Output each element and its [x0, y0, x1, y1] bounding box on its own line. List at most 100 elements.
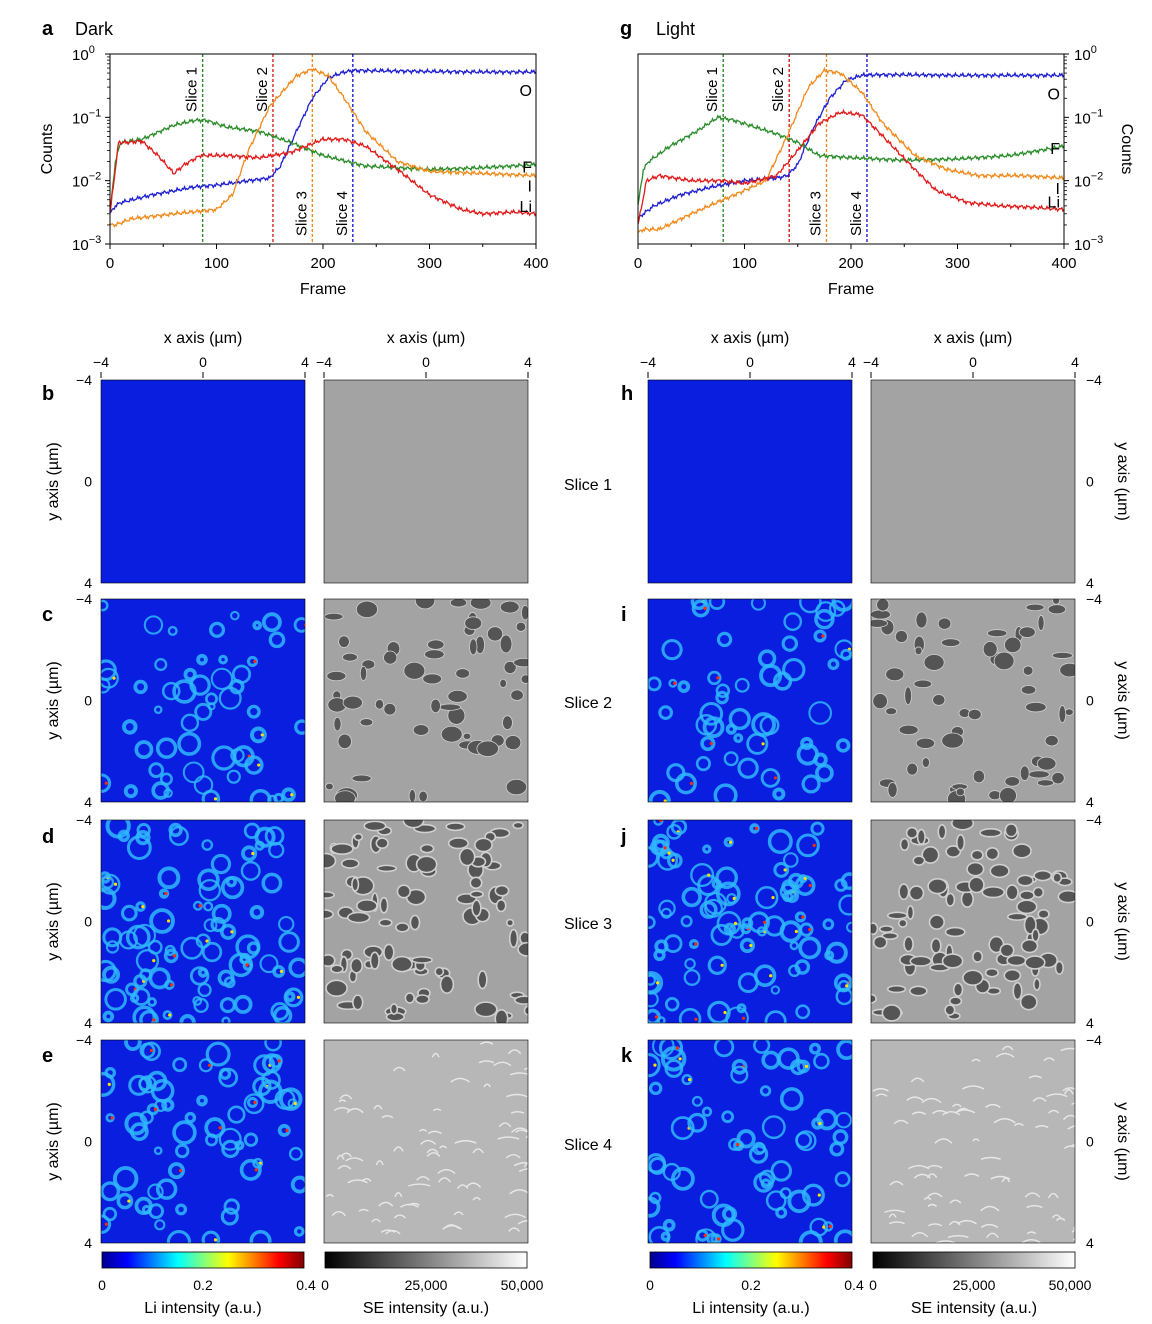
li-feature — [811, 1117, 824, 1130]
se-feature — [462, 732, 472, 740]
li-feature — [741, 917, 754, 930]
se-feature — [426, 1152, 441, 1157]
li-hotspot — [205, 939, 209, 943]
se-feature — [979, 828, 1003, 838]
se-feature — [898, 724, 919, 736]
se-feature — [520, 674, 528, 684]
li-hotspot — [821, 634, 825, 638]
y-tick-label: 10−2 — [1074, 171, 1103, 191]
li-feature — [770, 985, 781, 995]
se-feature — [898, 883, 910, 901]
li-hotspot — [653, 1063, 657, 1067]
li-feature — [252, 1157, 264, 1169]
li-feature — [235, 934, 261, 960]
li-feature — [172, 679, 197, 704]
li-feature — [723, 751, 739, 767]
se-feature — [921, 846, 940, 864]
li-feature — [101, 659, 117, 681]
se-feature — [989, 863, 1010, 879]
li-hotspot — [678, 1057, 682, 1061]
se-feature — [993, 651, 1015, 671]
se-feature — [469, 876, 483, 890]
li-feature — [151, 781, 170, 800]
se-feature — [940, 638, 961, 647]
li-feature — [734, 677, 750, 693]
se-feature — [453, 1211, 464, 1216]
li-feature — [814, 609, 835, 630]
li-feature — [781, 879, 797, 895]
panel-letter-k: k — [621, 1045, 633, 1067]
se-feature — [944, 1004, 956, 1016]
se-feature — [450, 1077, 470, 1083]
li-feature — [136, 822, 151, 838]
y-axis-label: y axis (µm) — [1114, 1102, 1131, 1181]
se-feature — [927, 1192, 943, 1198]
se-feature — [995, 1052, 1015, 1058]
li-feature — [231, 664, 252, 684]
se-feature — [469, 890, 484, 899]
li-hotspot — [178, 1169, 183, 1173]
colorbar-tick: 0.2 — [193, 1277, 213, 1293]
se-feature — [379, 896, 389, 914]
li-feature — [730, 1065, 749, 1084]
se-feature — [1052, 872, 1063, 884]
li-feature — [112, 1166, 139, 1192]
li-feature — [155, 1178, 178, 1200]
li-feature — [648, 915, 656, 930]
se-feature — [934, 1138, 953, 1144]
li-feature — [828, 600, 846, 617]
se-feature — [871, 922, 879, 936]
se-feature — [937, 617, 952, 630]
li-hotspot — [762, 920, 767, 924]
se-feature — [923, 1197, 932, 1201]
li-feature — [824, 950, 835, 961]
x-tick-label: 200 — [310, 255, 335, 272]
li-feature — [696, 1229, 709, 1242]
li-feature — [234, 1140, 245, 1151]
se-feature — [1057, 889, 1075, 904]
se-feature — [517, 1220, 528, 1225]
li-hotspot — [257, 763, 261, 767]
se-feature — [337, 1165, 352, 1170]
se-feature — [474, 1001, 498, 1018]
x-tick-label: 0 — [634, 255, 642, 272]
se-feature — [418, 790, 428, 802]
li-feature — [223, 1198, 240, 1215]
se-feature — [403, 661, 426, 680]
se-feature — [1051, 651, 1073, 659]
se-feature — [1019, 765, 1030, 781]
se-feature — [1037, 615, 1045, 631]
se-feature — [956, 1219, 977, 1225]
x-tick-label: 0 — [106, 255, 114, 272]
se-feature — [438, 703, 462, 711]
slice-marker-label: Slice 4 — [848, 191, 865, 236]
li-feature — [787, 1189, 811, 1214]
li-hotspot — [127, 1199, 131, 1203]
se-feature — [1001, 1045, 1014, 1051]
se-feature — [944, 926, 966, 938]
li-feature — [163, 948, 179, 964]
li-hotspot — [741, 1016, 746, 1020]
li-hotspot — [703, 606, 707, 610]
li-feature — [808, 701, 832, 725]
se-feature — [1004, 776, 1021, 787]
li-intensity-map — [100, 598, 306, 803]
x-axis-label: x axis (µm) — [934, 330, 1013, 347]
se-feature — [342, 652, 358, 662]
li-feature — [201, 789, 221, 802]
panel-title-light: Light — [656, 19, 695, 39]
y-tick-label: −4 — [1086, 812, 1102, 828]
se-feature — [420, 1139, 437, 1145]
se-feature — [338, 635, 350, 648]
se-feature — [469, 638, 478, 656]
se-feature — [1005, 884, 1019, 901]
li-feature — [157, 866, 181, 890]
se-intensity-map — [323, 598, 529, 803]
li-feature — [690, 863, 715, 888]
li-hotspot — [170, 983, 174, 987]
se-feature — [985, 846, 1000, 861]
se-colorbar — [872, 1251, 1076, 1269]
se-feature — [510, 1110, 525, 1114]
se-feature — [952, 982, 964, 997]
se-feature — [525, 1134, 528, 1139]
